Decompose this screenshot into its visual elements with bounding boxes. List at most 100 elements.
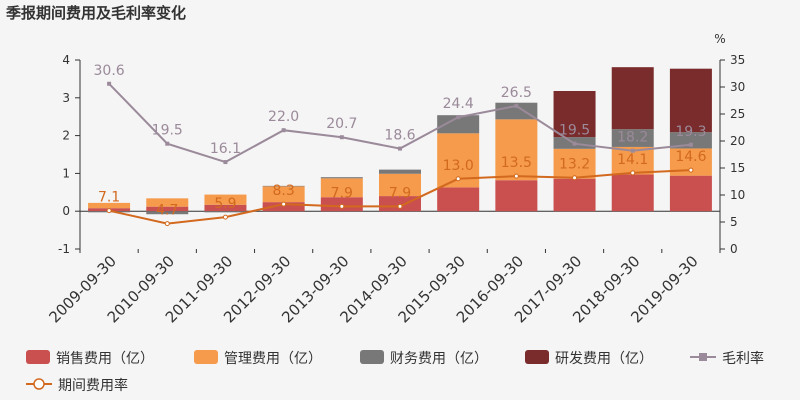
point-gross_margin (398, 146, 402, 151)
right-tick-label: 30 (730, 80, 745, 94)
data-label-gross_margin: 19.3 (675, 124, 706, 140)
point-gross_margin (688, 142, 693, 147)
data-label-gross_margin: 18.6 (384, 128, 415, 144)
data-label-expense_rate: 7.9 (389, 185, 411, 201)
point-gross_margin (223, 160, 228, 165)
point-expense_rate (397, 203, 403, 209)
point-expense_rate (572, 175, 578, 181)
data-label-expense_rate: 8.3 (273, 183, 295, 199)
bar-sales (611, 174, 654, 212)
bar-sales (495, 180, 538, 212)
point-gross_margin (514, 103, 519, 108)
bar-finance (146, 211, 189, 215)
bar-sales (379, 196, 421, 212)
legend-swatch-sales (26, 350, 50, 364)
bar-admin (553, 148, 596, 179)
right-tick-label: 0 (730, 242, 738, 256)
bar-rnd (669, 68, 712, 133)
data-label-gross_margin: 16.1 (210, 141, 241, 157)
legend-label-admin: 管理费用（亿） (224, 351, 322, 367)
bar-admin (379, 173, 421, 197)
legend-label-expense_rate: 期间费用率 (58, 377, 128, 394)
point-gross_margin (107, 81, 112, 86)
data-label-expense_rate: 4.7 (156, 203, 178, 219)
data-label-expense_rate: 7.9 (331, 185, 353, 201)
right-tick-label: 25 (730, 107, 745, 121)
legend-label-rnd: 研发费用（亿） (555, 351, 653, 367)
legend-label-sales: 销售费用（亿） (56, 351, 154, 367)
bar-rnd (611, 67, 654, 130)
bar-finance (669, 132, 712, 149)
bar-admin (146, 198, 189, 207)
legend-swatch-admin (194, 350, 218, 364)
point-expense_rate (106, 208, 112, 214)
data-label-expense_rate: 14.1 (617, 152, 648, 168)
data-label-expense_rate: 13.0 (443, 158, 474, 174)
bar-sales (204, 204, 247, 212)
point-expense_rate (630, 170, 636, 176)
legend-label-finance: 财务费用（亿） (390, 351, 488, 367)
point-expense_rate (164, 221, 170, 227)
point-gross_margin (572, 141, 577, 146)
data-label-gross_margin: 20.7 (326, 116, 357, 132)
bar-sales (553, 178, 596, 212)
bar-sales (669, 175, 712, 212)
point-gross_margin (630, 148, 635, 153)
left-tick-label: -1 (58, 242, 70, 256)
data-label-expense_rate: 13.5 (501, 155, 532, 171)
data-label-gross_margin: 26.5 (501, 85, 532, 101)
right-tick-label: 35 (730, 53, 745, 67)
right-tick-label: 15 (730, 161, 745, 175)
right-tick-label: 20 (730, 134, 745, 148)
right-tick-label: 10 (730, 188, 745, 202)
point-expense_rate (281, 201, 287, 207)
right-axis-unit: % (714, 32, 725, 46)
legend-marker-expense_rate (33, 378, 45, 390)
bar-admin (495, 119, 538, 181)
point-expense_rate (513, 173, 519, 179)
data-label-gross_margin: 30.6 (94, 63, 125, 79)
bar-rnd (553, 90, 596, 138)
left-tick-label: 2 (62, 129, 70, 143)
data-label-gross_margin: 24.4 (443, 96, 474, 112)
bar-finance (437, 115, 480, 134)
bar-admin (262, 186, 305, 203)
point-gross_margin (456, 115, 461, 120)
point-expense_rate (455, 176, 461, 182)
bar-sales (146, 206, 189, 212)
bar-finance (611, 129, 654, 147)
left-tick-label: 0 (62, 204, 70, 218)
data-label-gross_margin: 18.2 (617, 130, 648, 146)
bar-admin (320, 178, 363, 198)
legend-swatch-finance (360, 350, 384, 364)
bar-admin (204, 194, 247, 205)
point-expense_rate (688, 167, 694, 173)
legend-swatch-rnd (525, 350, 549, 364)
data-label-expense_rate: 13.2 (559, 157, 590, 173)
bar-finance (262, 185, 305, 187)
data-label-expense_rate: 5.9 (214, 196, 236, 212)
right-tick-label: 5 (730, 215, 738, 229)
data-label-gross_margin: 19.5 (152, 123, 183, 139)
bar-sales (437, 187, 480, 212)
point-gross_margin (165, 141, 170, 146)
point-gross_margin (281, 128, 286, 133)
chart-title: 季报期间费用及毛利率变化 (6, 4, 187, 22)
point-expense_rate (339, 203, 345, 209)
bar-finance (495, 102, 538, 120)
left-tick-label: 3 (62, 91, 70, 105)
left-tick-label: 1 (62, 166, 70, 180)
legend-label-gross_margin: 毛利率 (722, 350, 764, 367)
point-expense_rate (222, 214, 228, 220)
left-tick-label: 4 (62, 53, 70, 67)
bar-finance (204, 211, 247, 213)
bar-finance (379, 169, 421, 174)
data-label-expense_rate: 14.6 (675, 149, 706, 165)
data-label-gross_margin: 19.5 (559, 123, 590, 139)
point-gross_margin (339, 135, 344, 140)
data-label-expense_rate: 7.1 (98, 190, 120, 206)
legend-marker-gross_margin (699, 353, 707, 361)
bar-finance (320, 177, 363, 179)
data-label-gross_margin: 22.0 (268, 109, 299, 125)
